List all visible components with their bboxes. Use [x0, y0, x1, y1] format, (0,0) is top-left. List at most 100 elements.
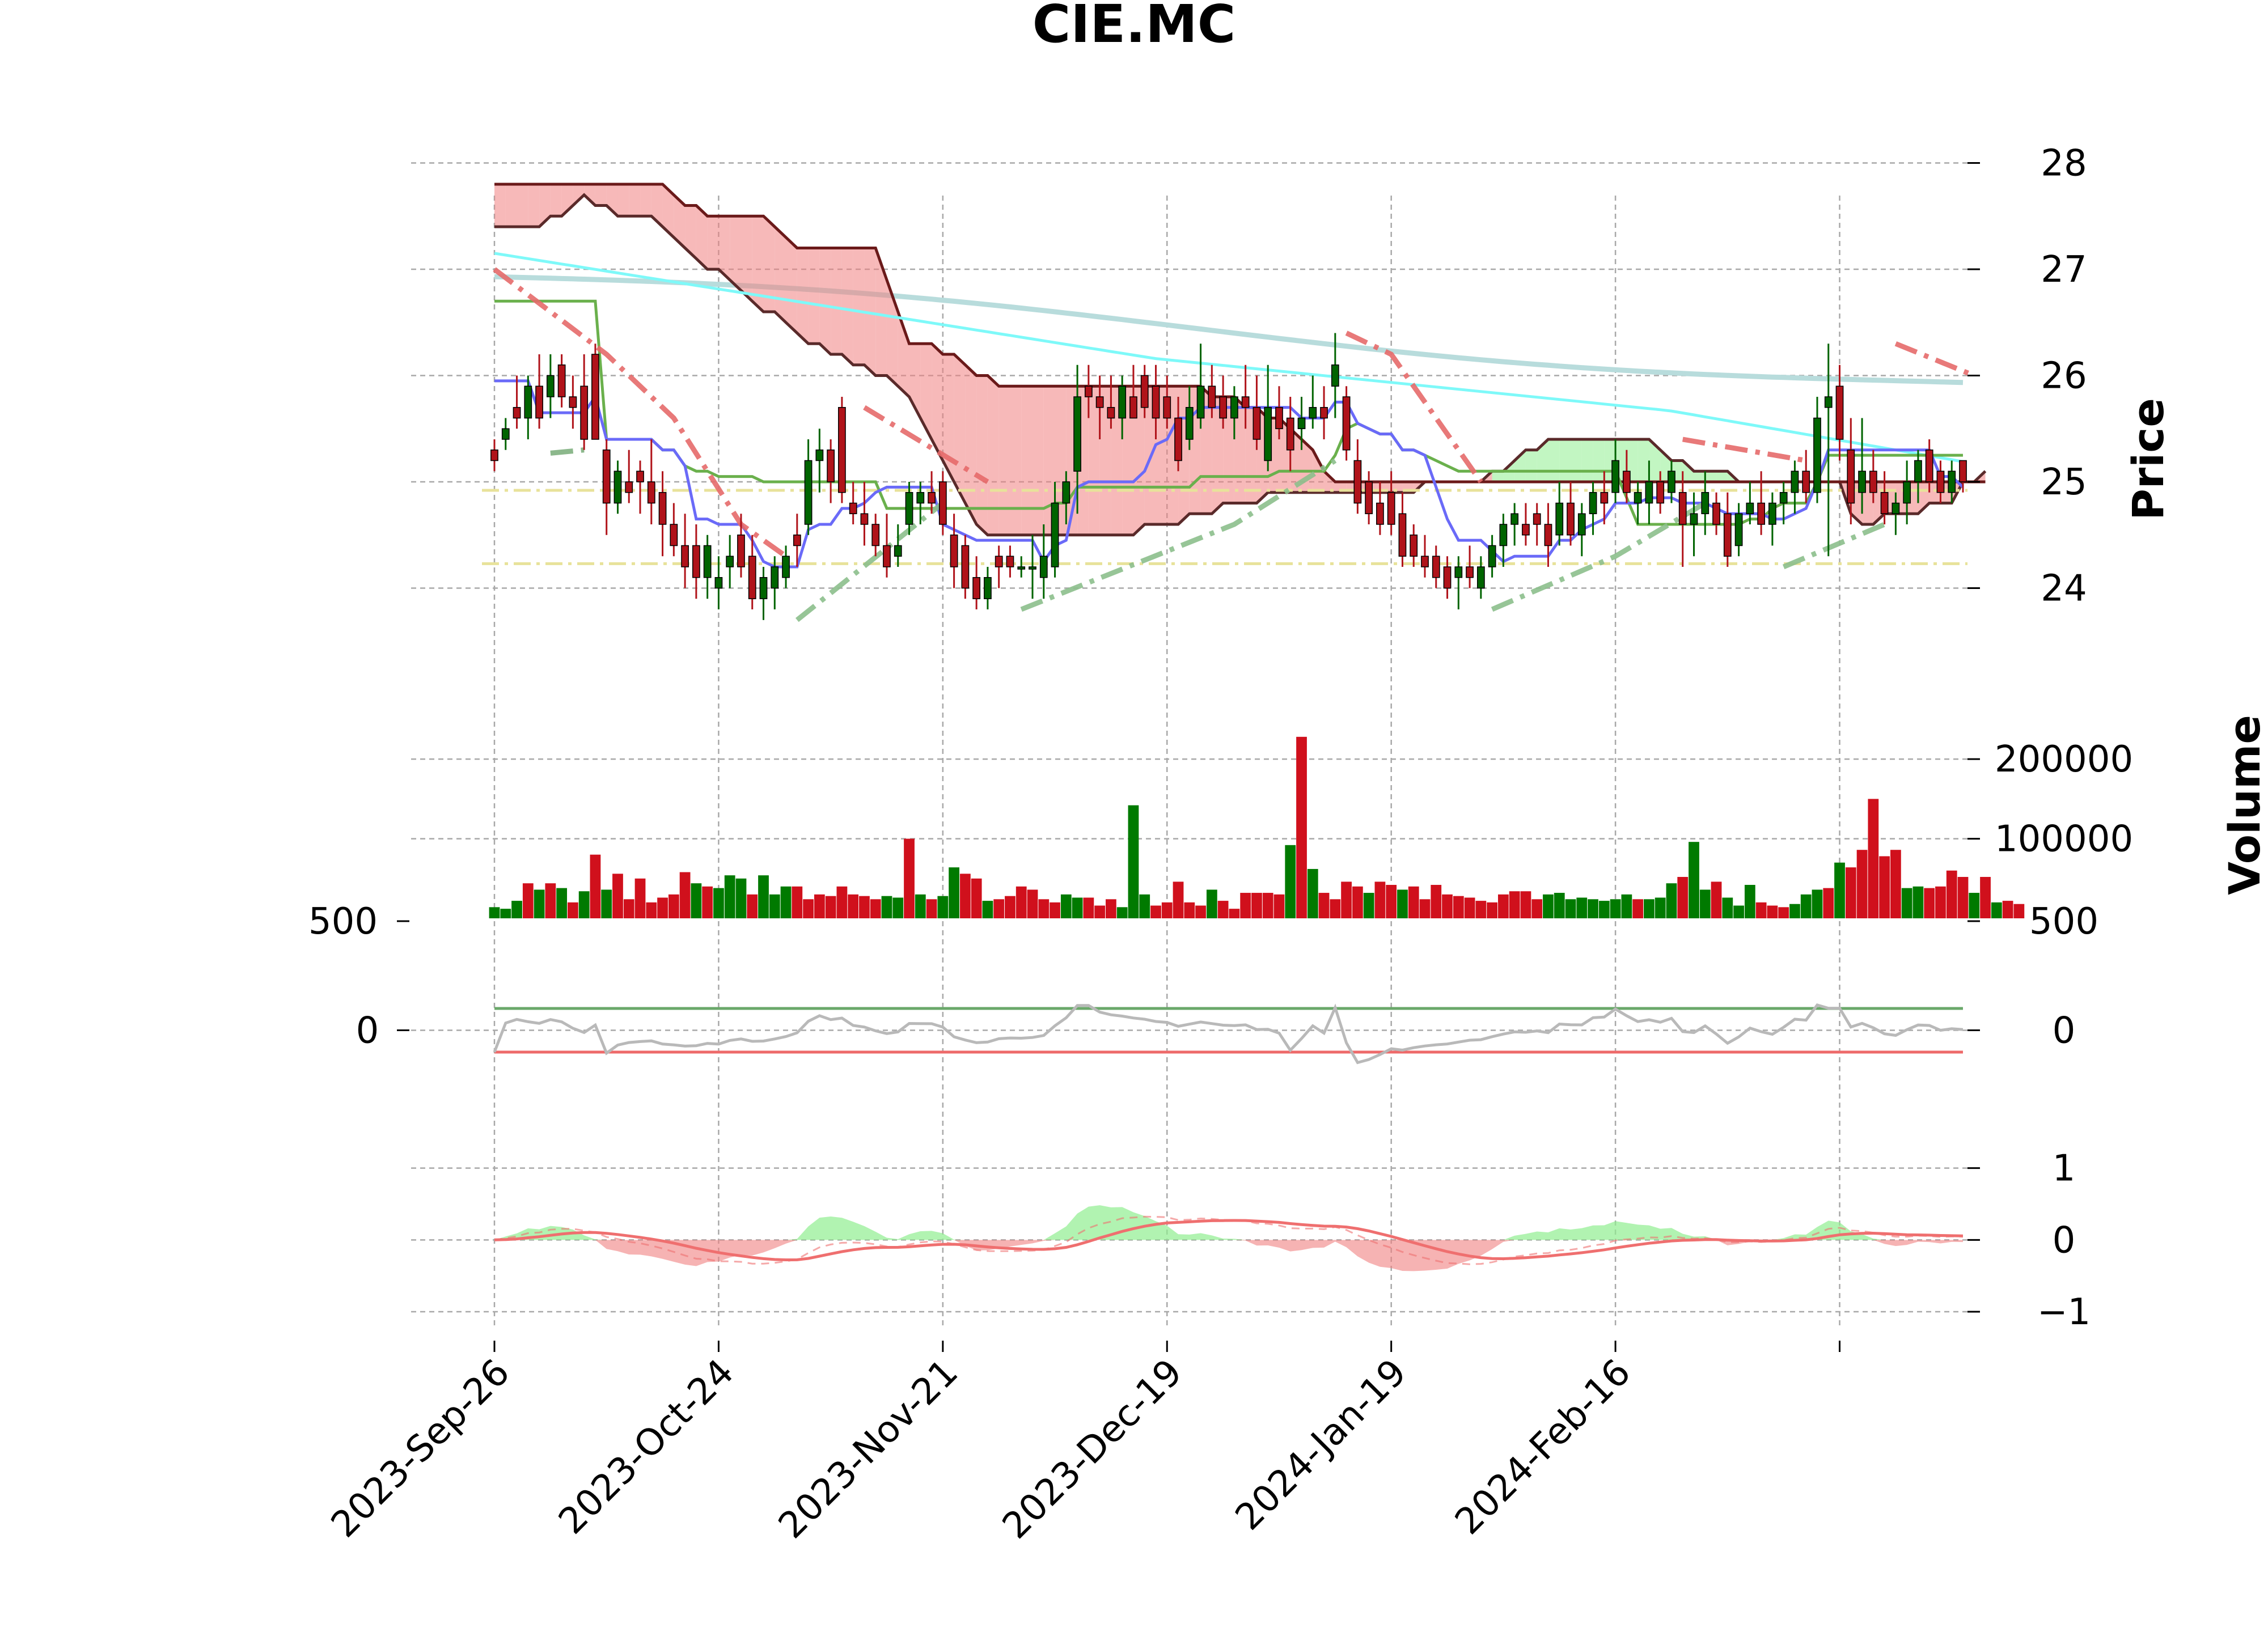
volume-bar — [1666, 883, 1677, 918]
candle-body — [1410, 535, 1418, 557]
candle-body — [938, 481, 947, 525]
volume-bar — [1464, 897, 1475, 918]
volume-bar — [1072, 897, 1083, 918]
volume-bar — [926, 899, 937, 918]
volume-bar — [1644, 899, 1655, 918]
cci-panel — [493, 1003, 1964, 1065]
volume-bar — [1879, 856, 1890, 918]
trend-down-line — [1894, 341, 1975, 378]
candle-body — [1880, 492, 1889, 514]
candle-body — [569, 396, 577, 408]
volume-bar — [1363, 893, 1374, 918]
ichimoku-cloud-segment — [1492, 471, 1504, 482]
candle-body — [1634, 492, 1642, 504]
ichimoku-cloud-segment — [1088, 386, 1100, 535]
ichimoku-cloud-segment — [730, 216, 741, 291]
volume-bar — [1184, 902, 1195, 918]
candle-body — [1510, 513, 1519, 525]
candle-body — [670, 524, 678, 546]
candle-body — [1734, 513, 1743, 546]
candle-body — [1398, 513, 1407, 557]
volume-bar — [1856, 850, 1868, 918]
candle-body — [1208, 385, 1216, 408]
volume-bar — [545, 883, 556, 918]
volume-panel — [489, 736, 2025, 918]
candle-body — [1454, 566, 1463, 578]
volume-bar — [848, 894, 859, 918]
volume-bar — [1352, 886, 1363, 918]
volume-bar — [1689, 842, 1699, 918]
volume-bar — [578, 891, 590, 918]
ichimoku-cloud-segment — [797, 248, 809, 344]
volume-bar — [859, 896, 870, 918]
volume-bar — [1251, 893, 1262, 918]
candle-body — [1253, 407, 1261, 440]
volume-bar — [1262, 893, 1273, 918]
candle-body — [759, 577, 768, 599]
volume-bar — [1139, 894, 1150, 918]
candle-body — [546, 375, 555, 397]
candle-body — [1297, 417, 1306, 429]
ichimoku-cloud-segment — [573, 184, 585, 206]
volume-bar — [1206, 889, 1217, 918]
ichimoku-cloud-segment — [853, 248, 865, 365]
ichimoku-cloud-segment — [1021, 386, 1033, 535]
cci-line — [493, 1003, 1964, 1065]
candle-body — [1365, 481, 1373, 514]
candle-body — [1466, 566, 1474, 578]
ichimoku-cloud-segment — [1548, 439, 1560, 482]
candle-body — [1499, 524, 1508, 546]
volume-bar — [590, 854, 601, 918]
candle-body — [1645, 481, 1653, 504]
ichimoku-cloud-segment — [1581, 439, 1593, 482]
volume-bar — [959, 874, 971, 918]
volume-bar — [668, 894, 679, 918]
cci-left-tick-label: 500 — [308, 901, 378, 943]
candle-body — [1488, 545, 1496, 567]
candle-body — [714, 577, 723, 589]
candle-body — [793, 535, 801, 546]
volume-bar — [1655, 897, 1666, 918]
candle-body — [1824, 396, 1833, 408]
x-tick-label: 2023-Sep-26 — [323, 1351, 518, 1546]
candle-body — [1903, 481, 1911, 504]
ichimoku-cloud-segment — [674, 194, 686, 248]
candle-body — [1051, 502, 1059, 567]
volume-bar — [1991, 902, 2002, 918]
volume-bar — [881, 896, 892, 918]
ichimoku-cloud-segment — [1324, 471, 1335, 493]
candle-body — [1746, 502, 1754, 514]
volume-bar — [634, 878, 646, 918]
volume-bar — [1307, 868, 1318, 918]
cci-tick-label: 0 — [2053, 1010, 2076, 1052]
ichimoku-cloud-segment — [629, 184, 641, 217]
volume-bar — [892, 897, 904, 918]
volume-bar — [1531, 899, 1543, 918]
ichimoku-cloud-segment — [1649, 439, 1661, 482]
candle-body — [950, 535, 958, 567]
sma-fast-line — [494, 252, 1964, 463]
x-tick-label: 2024-Feb-16 — [1448, 1351, 1639, 1543]
ichimoku-cloud-segment — [707, 216, 719, 269]
ichimoku-cloud-segment — [763, 216, 775, 312]
candle-body — [1611, 460, 1619, 493]
candle-body — [1185, 407, 1194, 440]
volume-bar — [1980, 876, 1991, 918]
ichimoku-cloud-segment — [1212, 397, 1224, 514]
candle-body — [1331, 364, 1339, 387]
volume-bar — [1173, 881, 1184, 918]
x-tick-label: 2023-Dec-19 — [995, 1351, 1190, 1547]
volume-bar — [747, 894, 758, 918]
volume-bar — [500, 909, 511, 918]
volume-bar — [1755, 902, 1767, 918]
volume-bar — [1386, 885, 1397, 918]
price-axis-label: Price — [2123, 398, 2173, 520]
volume-bar — [1812, 889, 1823, 918]
candle-body — [1476, 566, 1485, 589]
candle-body — [804, 460, 813, 525]
ichimoku-cloud-segment — [1111, 386, 1123, 535]
candle-body — [1723, 513, 1732, 557]
price-tick-label: 28 — [2041, 143, 2087, 185]
volume-bar — [1733, 905, 1744, 918]
candle-body — [1768, 502, 1776, 525]
